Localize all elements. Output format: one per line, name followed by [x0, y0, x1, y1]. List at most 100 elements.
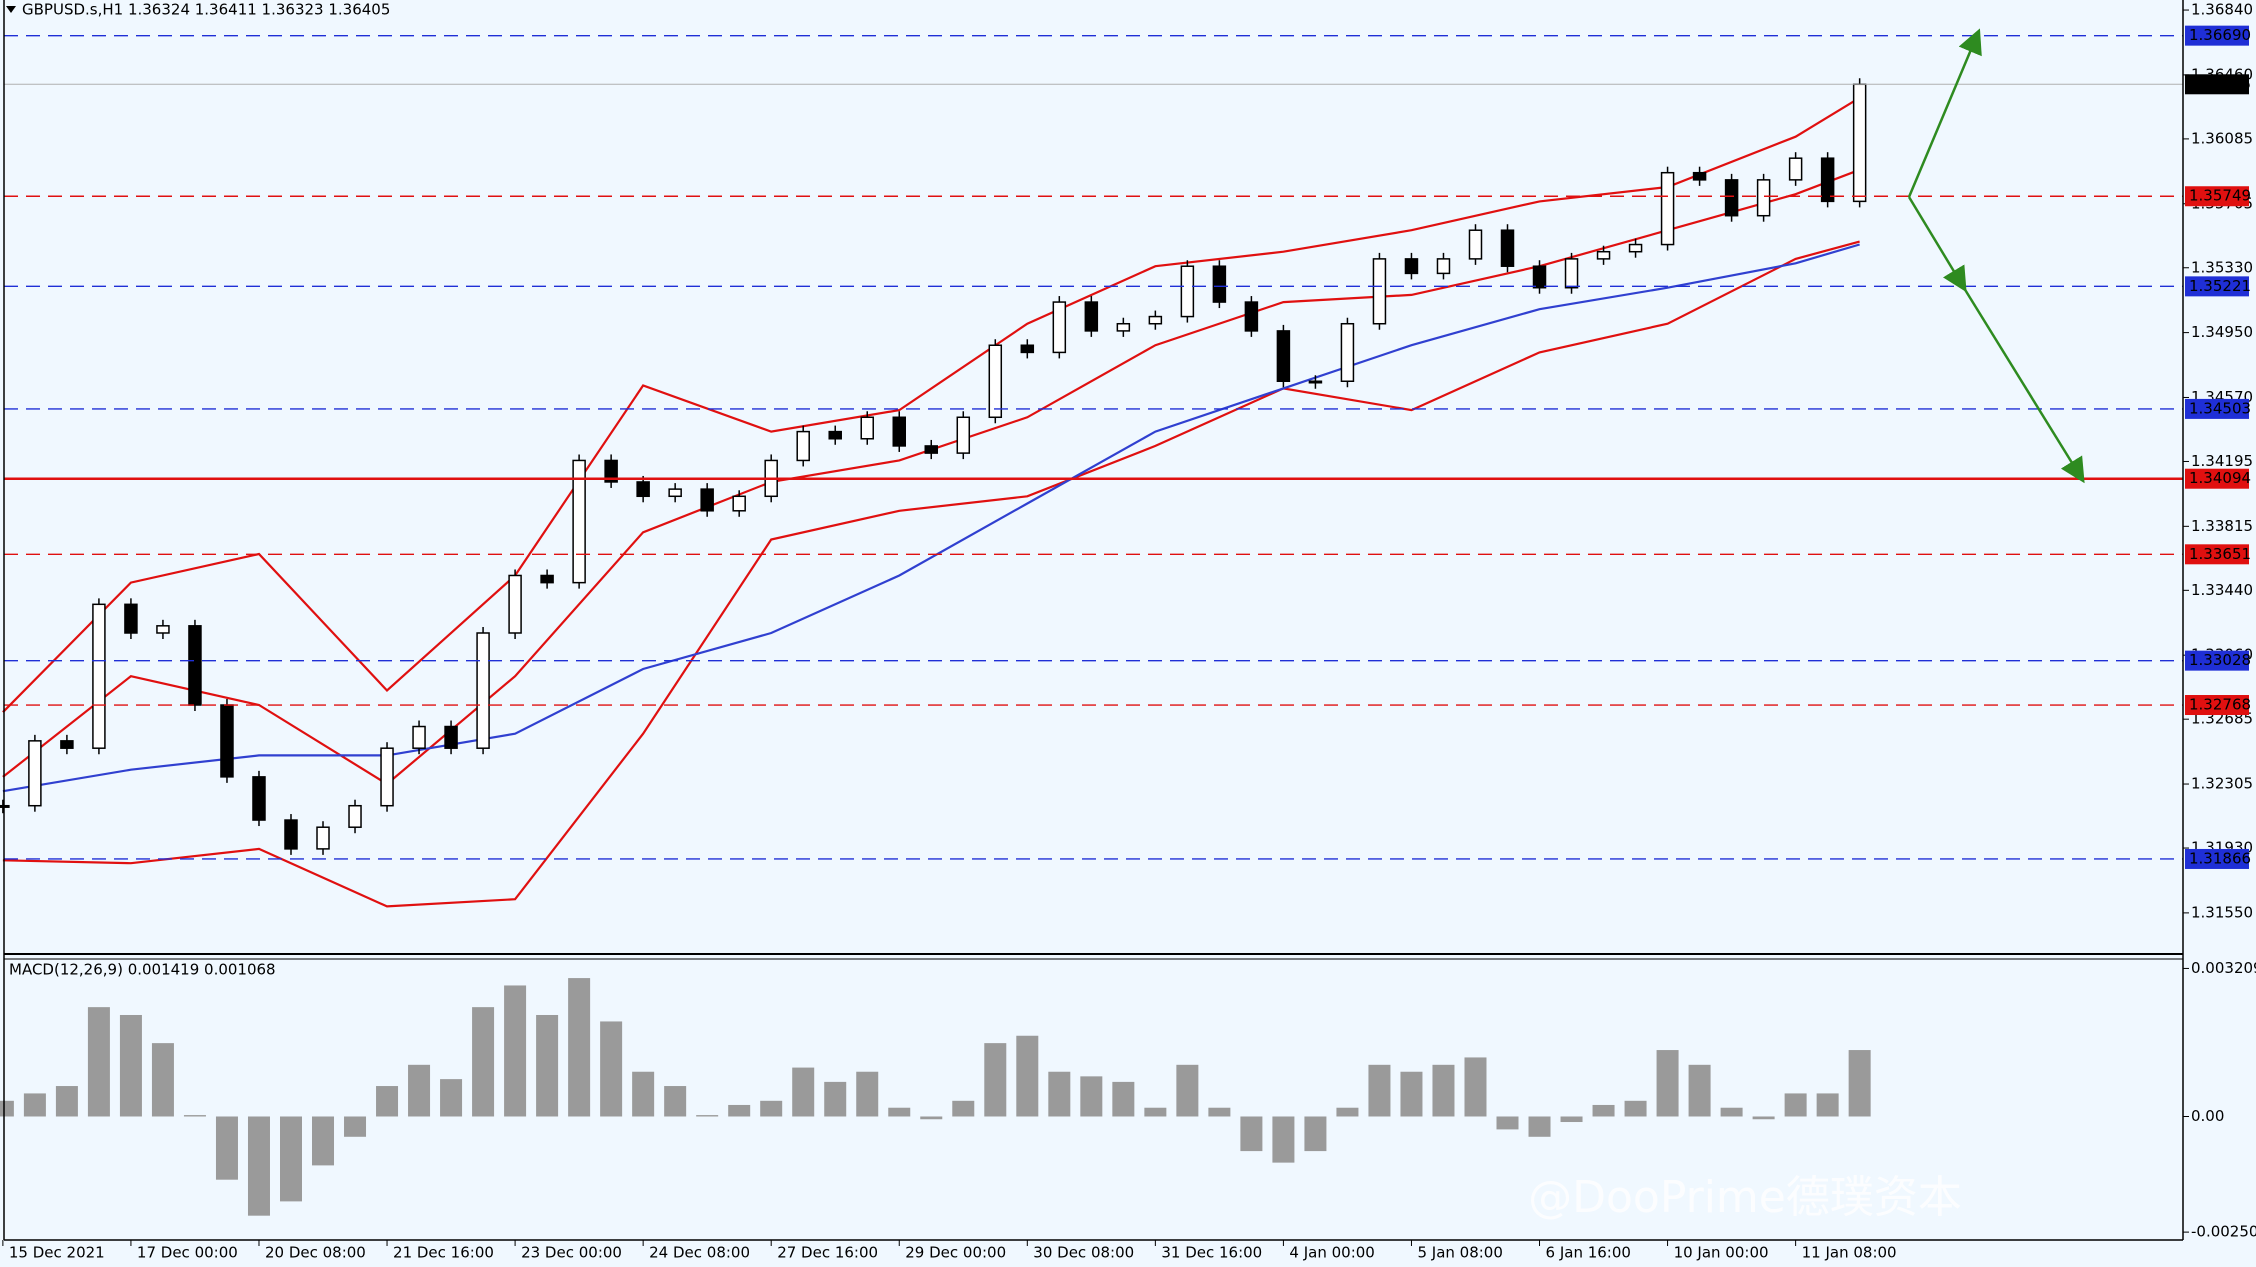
arrow-up	[1907, 28, 1982, 198]
candle	[700, 488, 714, 512]
histogram-bar	[472, 1007, 495, 1117]
y-tick-label: 1.34950	[2191, 323, 2253, 341]
candle	[60, 740, 74, 749]
histogram-bar	[1720, 1107, 1743, 1117]
candle	[1212, 265, 1227, 303]
histogram-bar	[279, 1116, 302, 1202]
candle	[1724, 179, 1739, 217]
candle	[28, 740, 42, 807]
arrow-down	[1907, 196, 1967, 293]
histogram-bar	[568, 978, 591, 1117]
macd-title: MACD(12,26,9) 0.001419 0.001068	[9, 961, 276, 979]
candle	[1244, 301, 1259, 332]
watermark: @DooPrime德璞资本	[1528, 1172, 1962, 1223]
candle	[412, 725, 426, 749]
candle	[1436, 258, 1451, 275]
histogram-bar	[1336, 1107, 1359, 1117]
indicator-line	[2, 243, 1860, 793]
histogram-bar	[1240, 1116, 1263, 1152]
histogram-bar	[952, 1100, 975, 1117]
level-label: 1.34503	[2189, 399, 2251, 417]
x-tick-label: 30 Dec 08:00	[1033, 1244, 1134, 1262]
candle	[1788, 157, 1803, 181]
y-tick-label: 0.003209	[2191, 959, 2256, 977]
histogram-bar	[408, 1064, 431, 1117]
histogram-bar	[55, 1086, 78, 1117]
histogram-bar	[792, 1067, 815, 1117]
level-label-box	[2185, 695, 2249, 716]
candle	[1404, 258, 1419, 275]
x-tick-label: 5 Jan 08:00	[1417, 1244, 1502, 1262]
candle	[252, 776, 266, 821]
histogram-bar	[1752, 1116, 1775, 1120]
histogram-bar	[0, 1100, 14, 1117]
level-label-box	[2185, 848, 2249, 869]
candle	[1020, 344, 1035, 354]
indicator-line	[2, 96, 1861, 713]
histogram-bar	[824, 1081, 847, 1117]
histogram-bar	[600, 1021, 623, 1117]
candle	[1820, 157, 1835, 203]
histogram-bar	[1784, 1093, 1807, 1117]
histogram-bar	[760, 1100, 783, 1117]
y-tick-label: 1.36840	[2191, 1, 2253, 19]
candle	[1564, 258, 1579, 289]
histogram-bar	[151, 1043, 174, 1117]
histogram-bar	[728, 1104, 751, 1117]
candle	[92, 603, 106, 749]
x-tick-label: 29 Dec 00:00	[905, 1244, 1006, 1262]
candle	[220, 704, 234, 778]
x-tick-label: 23 Dec 00:00	[521, 1244, 622, 1262]
x-tick-label: 31 Dec 16:00	[1161, 1244, 1262, 1262]
y-tick-label: 1.34195	[2191, 452, 2253, 470]
histogram-bar	[1368, 1064, 1391, 1117]
candle	[956, 416, 971, 454]
histogram-bar	[1560, 1116, 1583, 1123]
level-label-box	[2185, 650, 2249, 671]
candle	[988, 344, 1003, 419]
candle	[1148, 315, 1163, 325]
menu-icon[interactable]	[6, 6, 16, 13]
histogram-bar	[888, 1107, 911, 1117]
histogram-bar	[183, 1115, 206, 1117]
candle	[188, 625, 202, 706]
level-label-box	[2185, 544, 2249, 565]
level-label-box	[2185, 468, 2249, 489]
histogram-bar	[1016, 1035, 1039, 1117]
x-tick-label: 20 Dec 08:00	[265, 1244, 366, 1262]
candle	[380, 747, 394, 807]
x-tick-label: 24 Dec 08:00	[649, 1244, 750, 1262]
candle	[796, 430, 810, 462]
arrow-down	[1962, 287, 2085, 484]
histogram-bar	[376, 1086, 399, 1117]
candle	[860, 416, 874, 440]
level-label-box	[2185, 276, 2249, 297]
candle	[828, 430, 842, 440]
histogram-bar	[1496, 1116, 1519, 1130]
level-label-box	[2185, 398, 2249, 419]
x-tick-label: 27 Dec 16:00	[777, 1244, 878, 1262]
y-tick-label: 1.36085	[2191, 129, 2253, 147]
candle	[1116, 322, 1131, 332]
x-tick-label: 11 Jan 08:00	[1802, 1244, 1897, 1262]
candle	[1852, 83, 1867, 203]
current-price-label: 1.36405	[2189, 75, 2251, 93]
x-tick-label: 4 Jan 00:00	[1289, 1244, 1374, 1262]
histogram-bar	[1656, 1050, 1679, 1117]
histogram-bar	[1464, 1057, 1487, 1117]
histogram-bar	[1816, 1093, 1839, 1117]
y-tick-label: -0.002506	[2191, 1223, 2256, 1241]
histogram-bar	[1112, 1081, 1135, 1117]
histogram-bar	[1688, 1064, 1711, 1117]
candle	[1500, 229, 1515, 267]
indicator-line	[2, 240, 1860, 908]
candle	[732, 495, 746, 512]
level-label: 1.33651	[2189, 545, 2251, 563]
candle	[508, 574, 522, 634]
histogram-bar	[664, 1086, 687, 1117]
level-label: 1.31866	[2189, 849, 2251, 867]
histogram-bar	[984, 1043, 1007, 1117]
candle	[636, 481, 650, 498]
